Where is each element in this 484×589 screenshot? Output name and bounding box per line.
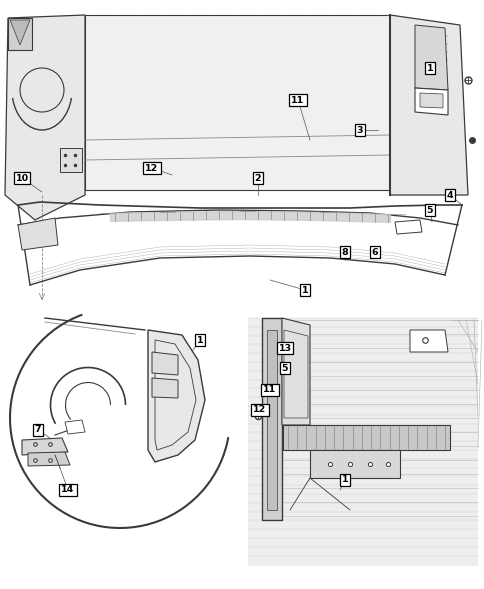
Polygon shape	[419, 93, 442, 108]
Polygon shape	[148, 330, 205, 462]
Text: 3: 3	[356, 125, 363, 134]
Polygon shape	[309, 450, 399, 478]
Text: 5: 5	[426, 206, 432, 214]
Text: 12: 12	[253, 405, 266, 415]
Polygon shape	[414, 88, 447, 115]
Polygon shape	[394, 220, 421, 234]
Text: 1: 1	[197, 336, 203, 345]
Polygon shape	[151, 378, 178, 398]
Text: 12: 12	[145, 164, 158, 173]
Text: 5: 5	[281, 363, 287, 372]
Polygon shape	[8, 18, 32, 50]
Polygon shape	[409, 330, 447, 352]
Polygon shape	[85, 15, 389, 190]
Polygon shape	[281, 318, 309, 425]
Polygon shape	[389, 15, 467, 195]
Polygon shape	[28, 452, 70, 466]
Polygon shape	[151, 352, 178, 375]
Polygon shape	[10, 20, 30, 45]
Text: 1: 1	[301, 286, 308, 294]
Polygon shape	[22, 438, 68, 455]
Text: 4: 4	[446, 190, 453, 200]
Text: 11: 11	[291, 95, 304, 104]
FancyBboxPatch shape	[247, 318, 477, 566]
Polygon shape	[5, 15, 85, 220]
Polygon shape	[65, 420, 85, 434]
Polygon shape	[267, 330, 276, 510]
Text: 13: 13	[278, 343, 291, 352]
Text: 6: 6	[371, 247, 378, 256]
Text: 10: 10	[15, 174, 29, 183]
Text: 7: 7	[35, 425, 41, 435]
Polygon shape	[60, 148, 82, 172]
Polygon shape	[18, 218, 58, 250]
Text: 1: 1	[341, 475, 348, 485]
Polygon shape	[414, 25, 447, 90]
Text: 1: 1	[426, 64, 432, 72]
Text: 11: 11	[263, 385, 276, 395]
Polygon shape	[283, 425, 449, 450]
Text: 8: 8	[341, 247, 348, 256]
Text: 14: 14	[61, 485, 75, 495]
Polygon shape	[261, 318, 281, 520]
Text: 2: 2	[254, 174, 261, 183]
